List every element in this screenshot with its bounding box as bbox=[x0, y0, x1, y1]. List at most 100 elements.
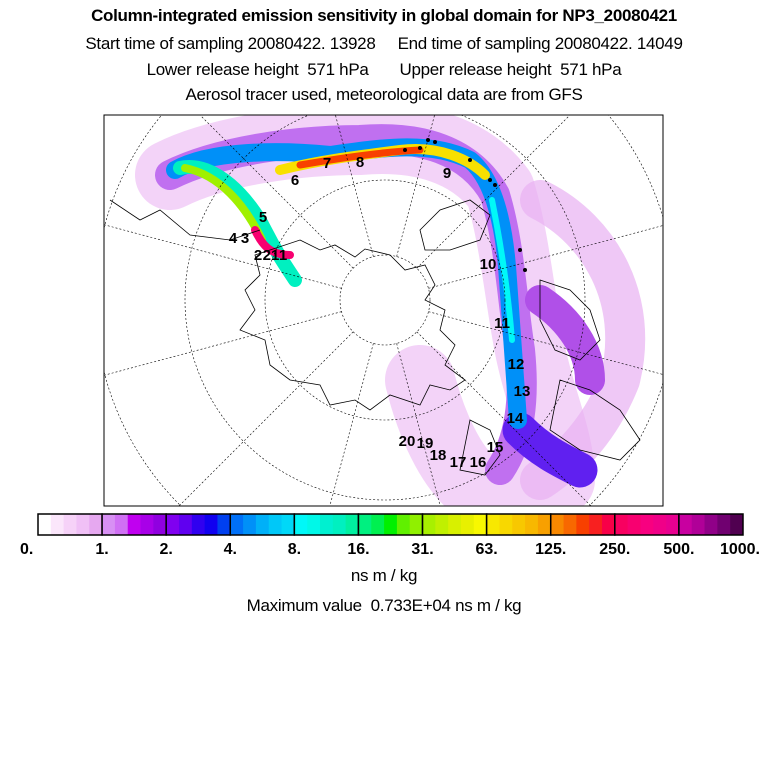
colorbar-cell bbox=[499, 514, 513, 535]
colorbar-cell bbox=[396, 514, 411, 535]
trajectory-label: 10 bbox=[480, 256, 497, 273]
trajectory-label: 1 bbox=[279, 247, 287, 264]
colorbar-cell bbox=[422, 514, 436, 535]
trajectory-label: 2 bbox=[254, 247, 262, 264]
colorbar-tick-label: 16. bbox=[347, 541, 369, 558]
colorbar-cell bbox=[435, 514, 449, 535]
colorbar-cell bbox=[678, 514, 693, 535]
meridian-line bbox=[428, 311, 663, 375]
colorbar-cell bbox=[602, 514, 616, 535]
emission-plume bbox=[135, 115, 646, 506]
colorbar-cell bbox=[140, 514, 154, 535]
colorbar-cell bbox=[102, 514, 116, 535]
meridian-line bbox=[416, 115, 571, 269]
colorbar-cell bbox=[204, 514, 218, 535]
meridian-line bbox=[416, 331, 592, 506]
trajectory-label: 6 bbox=[291, 172, 299, 189]
colorbar-cell bbox=[50, 514, 65, 535]
colorbar-cell bbox=[230, 514, 244, 535]
colorbar-tick-label: 250. bbox=[599, 541, 630, 558]
colorbar-tick-label: 31. bbox=[411, 541, 433, 558]
chart-title: Column-integrated emission sensitivity i… bbox=[91, 6, 677, 25]
meridian-line bbox=[104, 224, 342, 289]
colorbar-cell bbox=[332, 514, 347, 535]
colorbar-cell bbox=[243, 514, 257, 535]
colorbar-cell bbox=[371, 514, 385, 535]
colorbar-cell bbox=[358, 514, 372, 535]
colorbar-tick-label: 500. bbox=[663, 541, 694, 558]
colorbar-tick-label: 8. bbox=[288, 541, 301, 558]
colorbar-segment bbox=[678, 513, 744, 536]
colorbar-cell bbox=[255, 514, 270, 535]
colorbar-cell bbox=[461, 514, 475, 535]
map-frame bbox=[103, 114, 664, 507]
colorbar-cell bbox=[627, 514, 641, 535]
trajectory-label: 11 bbox=[494, 315, 510, 332]
colorbar-cell bbox=[576, 514, 590, 535]
colorbar-cell bbox=[653, 514, 667, 535]
colorbar-cell bbox=[614, 514, 629, 535]
colorbar-cell bbox=[717, 514, 731, 535]
latitude-circle bbox=[339, 254, 431, 346]
meridian-line bbox=[428, 225, 663, 289]
colorbar-cell bbox=[38, 514, 52, 535]
colorbar-cell bbox=[76, 514, 90, 535]
colorbar-cell bbox=[294, 514, 308, 535]
release-height-line: Lower release height 571 hPa Upper relea… bbox=[146, 60, 622, 79]
trajectory-label: 14 bbox=[507, 410, 524, 427]
latitude-circle bbox=[104, 115, 663, 506]
colorbar-cell bbox=[384, 514, 398, 535]
colorbar-cell bbox=[512, 514, 526, 535]
colorbar-cell bbox=[525, 514, 539, 535]
colorbar-cell bbox=[473, 514, 488, 535]
colorbar-cell bbox=[409, 514, 424, 535]
meridian-line bbox=[335, 115, 374, 257]
colorbar-tick-label: 0. bbox=[20, 541, 33, 558]
colorbar-cell bbox=[704, 514, 718, 535]
trajectory-label: 17 bbox=[450, 454, 467, 471]
colorbar-cell bbox=[217, 514, 231, 535]
meridian-line bbox=[329, 343, 374, 506]
colorbar-cell bbox=[114, 514, 129, 535]
colorbar-cell bbox=[191, 514, 206, 535]
colorbar-cell bbox=[640, 514, 654, 535]
sampling-time-line: Start time of sampling 20080422. 13928 E… bbox=[85, 34, 683, 53]
colorbar-cell bbox=[268, 514, 283, 535]
colorbar-cell bbox=[691, 514, 706, 535]
trajectory-label: 16 bbox=[470, 454, 487, 471]
maximum-value: Maximum value 0.733E+04 ns m / kg bbox=[246, 596, 522, 615]
colorbar-cell bbox=[550, 514, 565, 535]
trajectory-label: 5 bbox=[259, 209, 267, 226]
trajectory-label: 13 bbox=[514, 383, 531, 400]
latitude-circle bbox=[264, 179, 506, 421]
colorbar-tick-label: 1. bbox=[95, 541, 108, 558]
meridian-line bbox=[396, 343, 441, 506]
trajectory-label: 21 bbox=[263, 247, 280, 264]
colorbar-cell bbox=[563, 514, 577, 535]
tracer-info-line: Aerosol tracer used, meteorological data… bbox=[185, 85, 583, 104]
trajectory-label: 9 bbox=[443, 165, 451, 182]
colorbar-tick-label: 4. bbox=[224, 541, 237, 558]
trajectory-points bbox=[403, 138, 527, 272]
trajectory-label: 12 bbox=[508, 356, 525, 373]
colorbar-cell bbox=[179, 514, 193, 535]
colorbar-cell bbox=[166, 514, 180, 535]
trajectory-label: 20 bbox=[399, 433, 416, 450]
trajectory-label: 15 bbox=[487, 439, 504, 456]
colorbar-cell bbox=[127, 514, 142, 535]
colorbar-cell bbox=[63, 514, 77, 535]
trajectory-label: 18 bbox=[430, 447, 447, 464]
meridian-line bbox=[396, 115, 435, 257]
colorbar-cell bbox=[448, 514, 462, 535]
colorbar-tick-label: 63. bbox=[476, 541, 498, 558]
colorbar-cell bbox=[89, 514, 103, 535]
colorbar-cell bbox=[153, 514, 167, 535]
colorbar-cell bbox=[730, 514, 744, 535]
colorbar-tick-label: 125. bbox=[535, 541, 566, 558]
colorbar-cell bbox=[666, 514, 680, 535]
colorbar-tick-label: 1000. bbox=[720, 541, 760, 558]
colorbar-cell bbox=[345, 514, 359, 535]
meridian-line bbox=[178, 331, 354, 506]
colorbar-cell bbox=[537, 514, 552, 535]
meridian-line bbox=[104, 311, 342, 376]
